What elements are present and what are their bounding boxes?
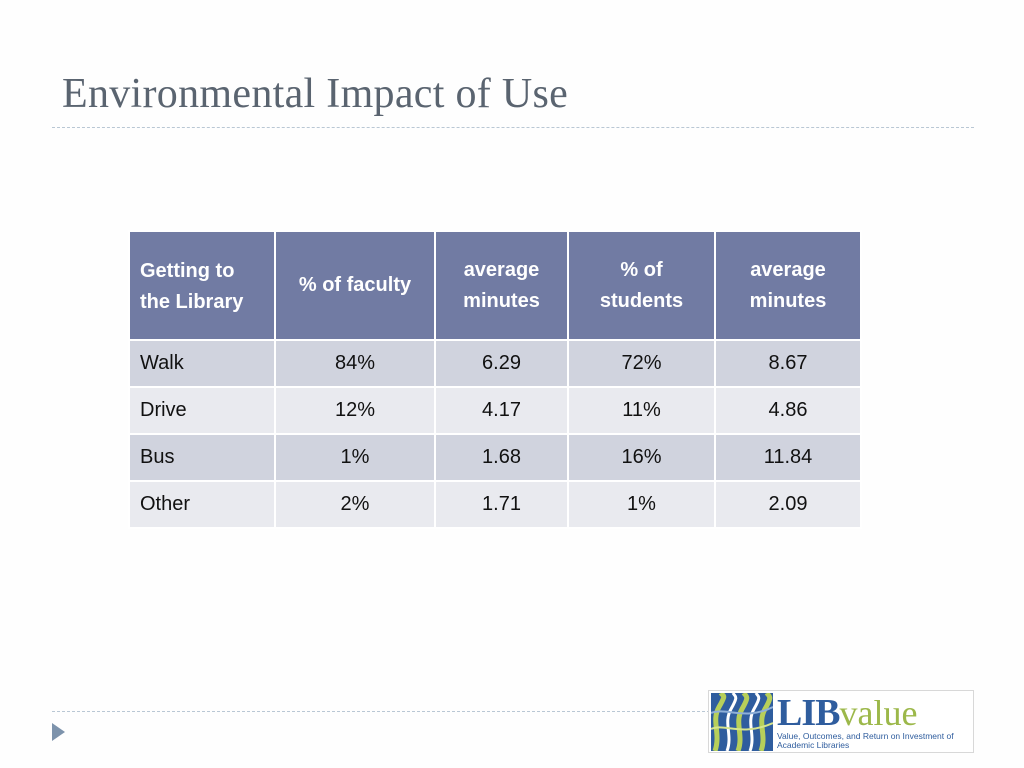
title-divider [52,127,974,128]
cell-pct-students: 72% [567,339,716,388]
table-row-bus: Bus 1% 1.68 16% 11.84 [128,433,862,482]
table-row-other: Other 2% 1.71 1% 2.09 [128,480,862,529]
logo-wordmark: LIBvalue [777,693,917,741]
cell-pct-faculty: 1% [274,433,436,482]
header-getting-to-library: Getting to the Library [128,230,276,341]
triangle-right-icon[interactable] [52,723,65,741]
libvalue-mark-icon [711,693,773,751]
cell-faculty-minutes: 4.17 [434,386,569,435]
logo-wordmark-value: value [839,693,918,733]
footer-divider [52,711,710,712]
cell-mode: Other [128,480,276,529]
header-student-avg-minutes: average minutes [714,230,862,341]
cell-faculty-minutes: 1.71 [434,480,569,529]
cell-pct-students: 1% [567,480,716,529]
table-row-walk: Walk 84% 6.29 72% 8.67 [128,339,862,388]
cell-student-minutes: 4.86 [714,386,862,435]
cell-pct-faculty: 84% [274,339,436,388]
cell-faculty-minutes: 1.68 [434,433,569,482]
cell-pct-faculty: 12% [274,386,436,435]
cell-student-minutes: 8.67 [714,339,862,388]
table-header-row: Getting to the Library % of faculty aver… [128,230,862,341]
logo-wordmark-lib: LIB [777,692,840,734]
cell-pct-faculty: 2% [274,480,436,529]
cell-mode: Drive [128,386,276,435]
cell-pct-students: 11% [567,386,716,435]
transport-table: Getting to the Library % of faculty aver… [128,230,862,529]
header-faculty-avg-minutes: average minutes [434,230,569,341]
cell-pct-students: 16% [567,433,716,482]
cell-mode: Walk [128,339,276,388]
table-row-drive: Drive 12% 4.17 11% 4.86 [128,386,862,435]
logo-tagline: Value, Outcomes, and Return on Investmen… [777,731,954,750]
cell-faculty-minutes: 6.29 [434,339,569,388]
slide-title: Environmental Impact of Use [62,71,569,117]
cell-student-minutes: 2.09 [714,480,862,529]
cell-mode: Bus [128,433,276,482]
cell-student-minutes: 11.84 [714,433,862,482]
libvalue-logo: LIBvalue Value, Outcomes, and Return on … [708,690,974,753]
header-pct-students: % of students [567,230,716,341]
header-pct-faculty: % of faculty [274,230,436,341]
